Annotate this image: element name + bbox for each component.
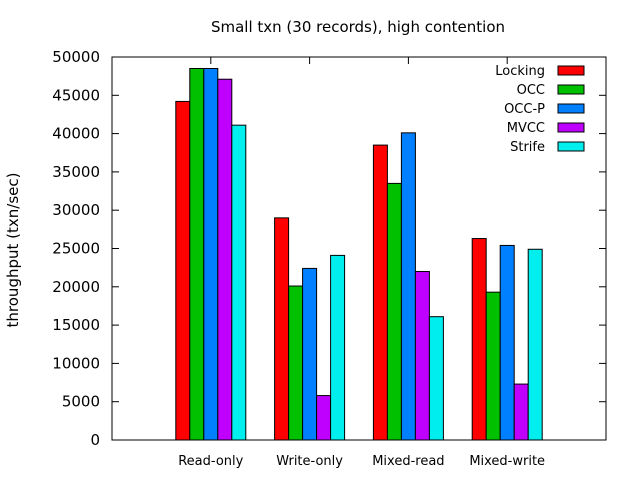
legend-label: OCC [517,83,545,98]
bar-occ-p-read-only [203,67,219,441]
y-axis-label: throughput (txn/sec) [4,173,22,328]
bar-strife-read-only [231,124,247,441]
plot-frame [111,56,607,441]
y-tick-label: 10000 [52,354,100,372]
y-tick-label: 30000 [52,201,100,219]
legend-label: MVCC [507,121,545,136]
bar-strife-mixed-write [527,248,543,441]
bars [175,67,543,441]
bar-locking-mixed-write [471,238,487,441]
legend: Locking OCC OCC-P MVCC Strife [495,64,585,155]
x-tick-label: Write-only [276,454,343,469]
x-tick-label: Mixed-write [469,454,545,469]
bar-mvcc-mixed-read [414,270,430,441]
bar-strife-write-only [330,254,346,441]
y-tick-label: 50000 [52,48,100,66]
legend-swatch-occ-p [557,103,585,114]
bar-occ-mixed-write [485,291,501,441]
y-tick-label: 35000 [52,163,100,181]
bar-locking-read-only [175,100,191,441]
y-tick-label: 40000 [52,125,100,143]
legend-swatch-mvcc [557,122,585,133]
x-tick-label: Mixed-read [372,454,444,469]
bar-occ-p-mixed-write [499,244,515,441]
x-axis: Read-only Write-only Mixed-read Mixed-write [178,57,545,469]
chart-title: Small txn (30 records), high contention [211,18,505,36]
legend-swatch-occ [557,84,585,95]
y-tick-label: 15000 [52,316,100,334]
legend-label: Locking [495,64,545,79]
bar-occ-mixed-read [386,182,402,441]
y-tick-label: 20000 [52,278,100,296]
y-tick-label: 5000 [62,393,100,411]
bar-occ-read-only [189,67,205,441]
bar-strife-mixed-read [428,316,444,441]
legend-label: Strife [510,140,545,155]
x-tick-label: Read-only [178,454,243,469]
legend-label: OCC-P [504,102,545,117]
y-tick-label: 25000 [52,240,100,258]
bar-occ-p-write-only [302,267,318,441]
legend-swatch-strife [557,141,585,152]
bar-occ-p-mixed-read [400,132,416,441]
y-tick-label: 0 [90,431,100,449]
bar-mvcc-mixed-write [513,383,529,441]
legend-swatch-locking [557,65,585,76]
y-axis: 0 5000 10000 15000 20000 25000 30000 35000 40000… [52,48,606,449]
bar-locking-mixed-read [372,144,388,441]
bar-mvcc-read-only [217,78,233,441]
bar-occ-write-only [288,285,304,441]
bar-mvcc-write-only [316,395,332,441]
bar-locking-write-only [274,217,290,441]
y-tick-label: 45000 [52,86,100,104]
